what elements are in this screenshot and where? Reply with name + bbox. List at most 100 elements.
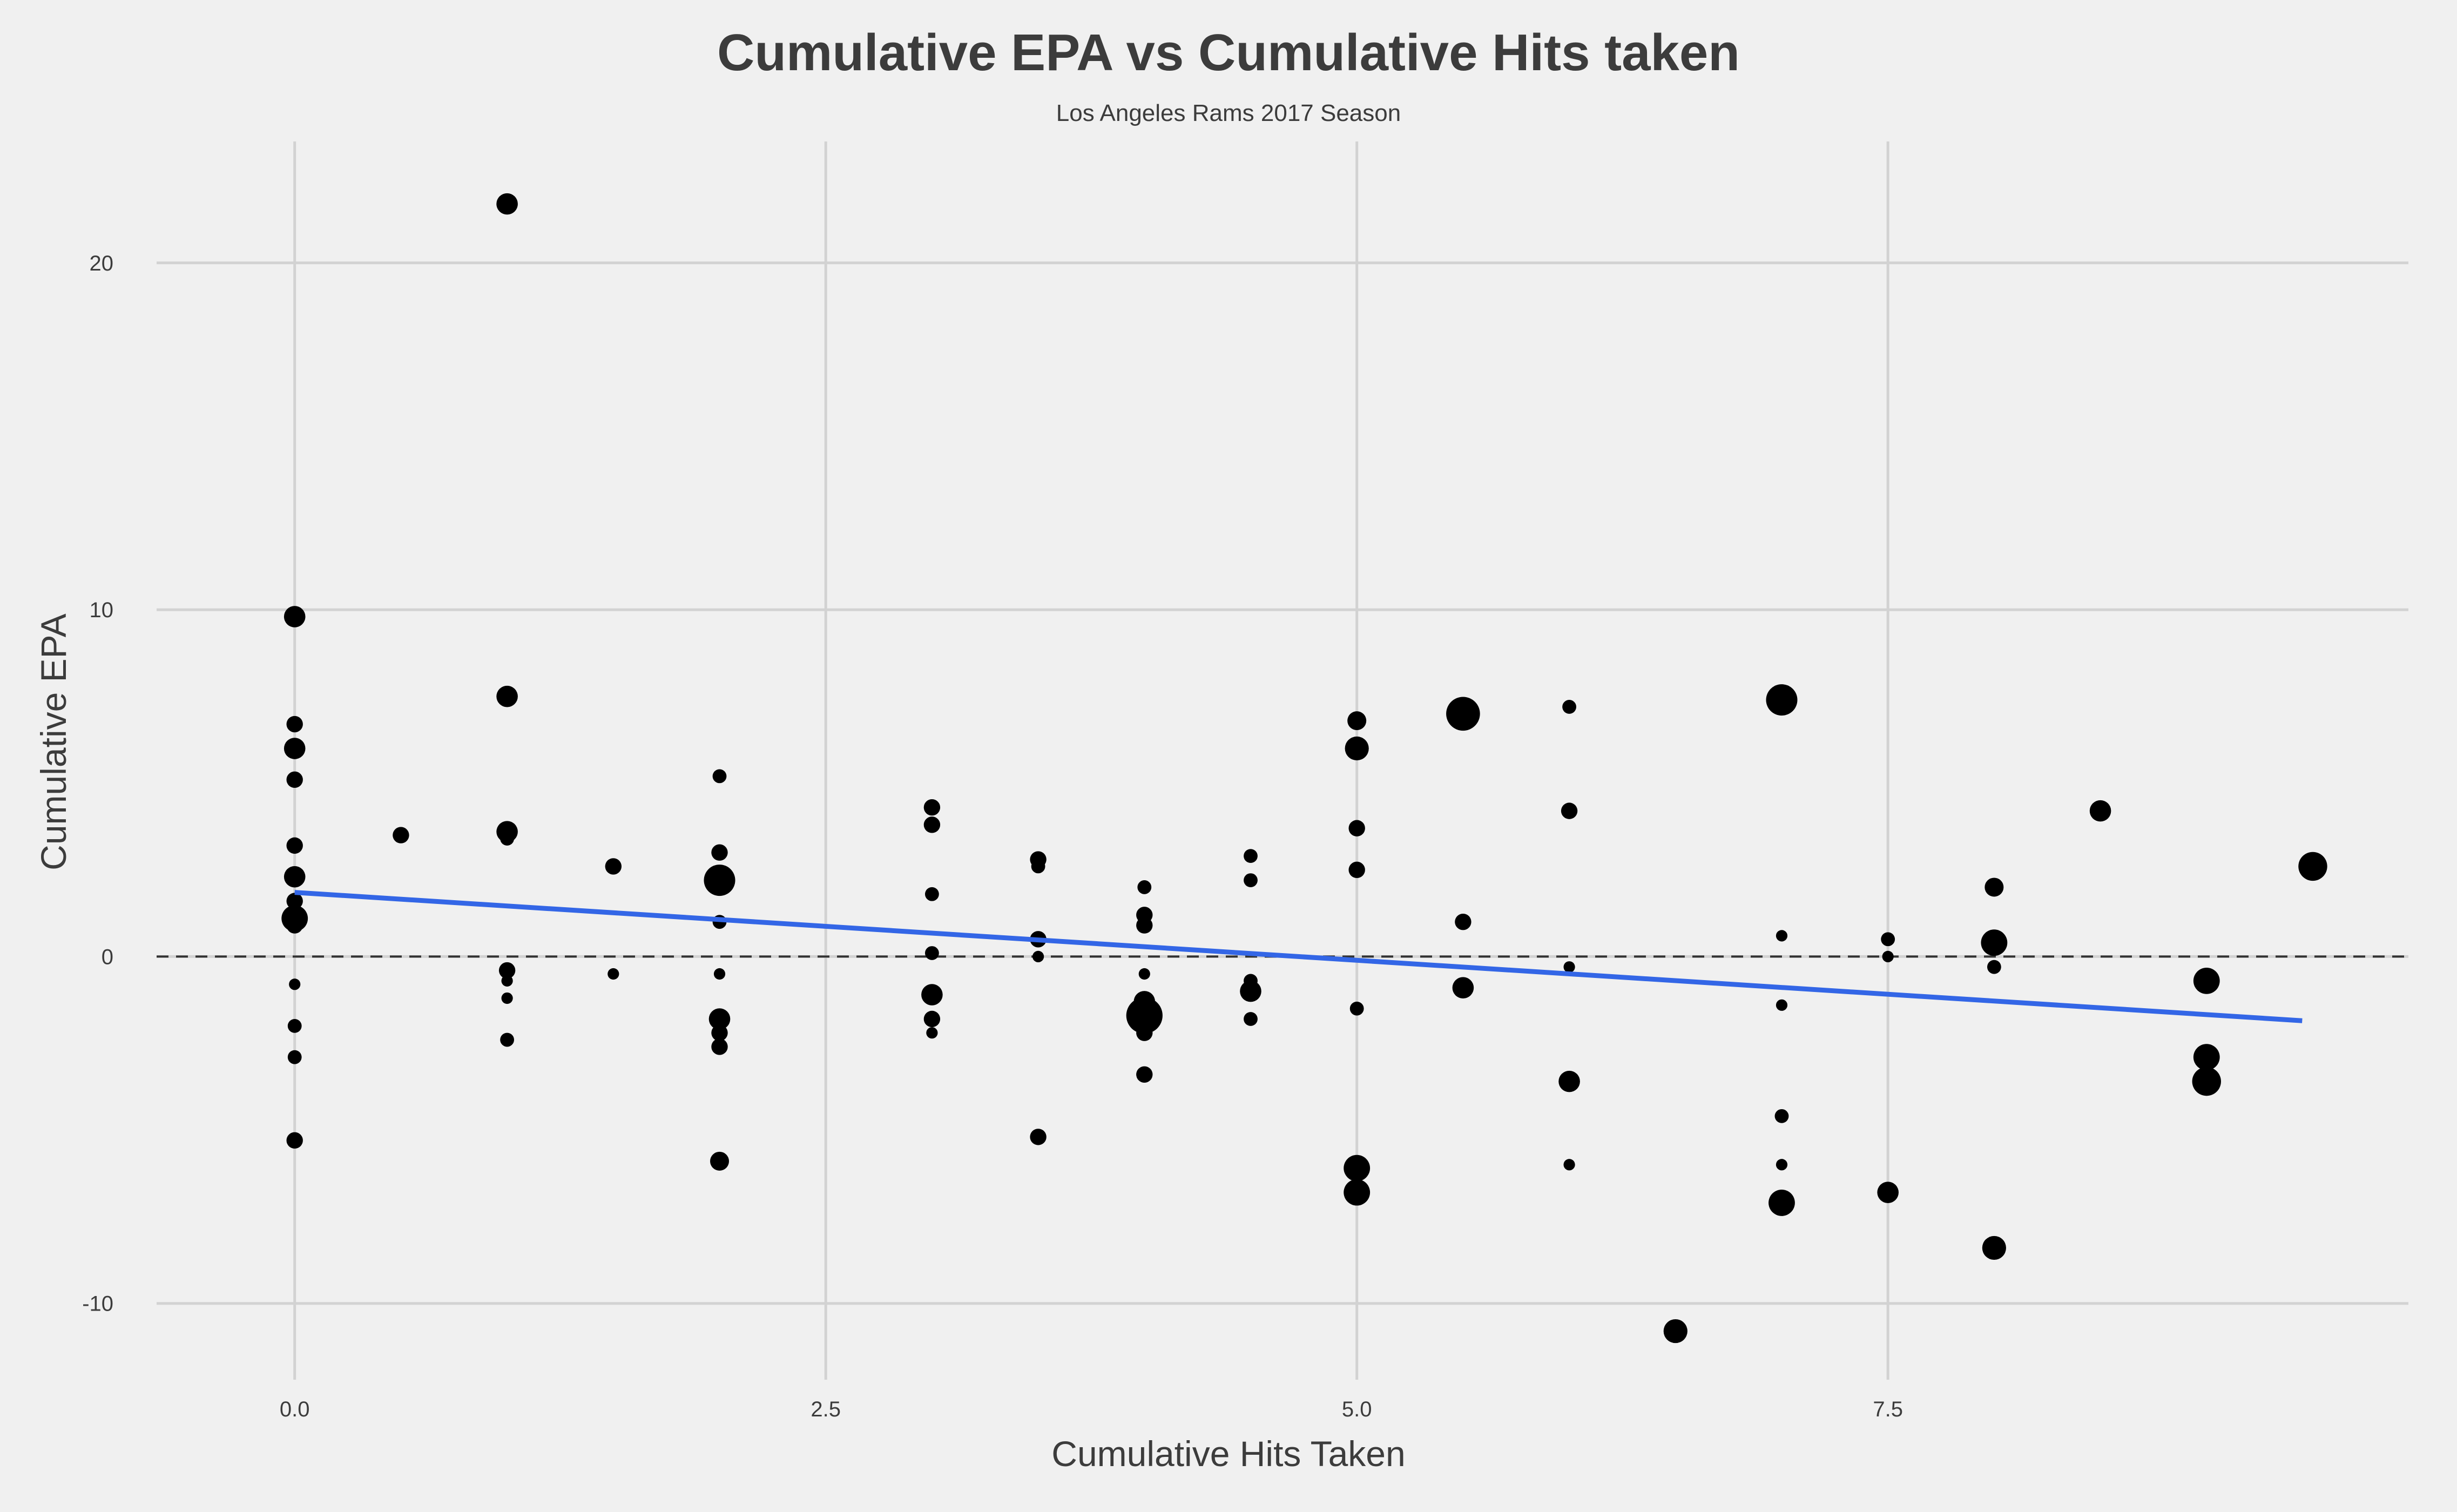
data-point-81 <box>1882 950 1894 962</box>
data-point-74 <box>1766 684 1798 716</box>
x-tick-label-2: 5.0 <box>1342 1398 1372 1421</box>
data-point-88 <box>2193 967 2220 994</box>
data-point-43 <box>1032 950 1044 962</box>
data-point-85 <box>1987 960 2001 974</box>
y-tick-label-1: 0 <box>102 945 113 969</box>
data-point-18 <box>498 962 516 979</box>
data-point-76 <box>1776 999 1788 1011</box>
data-point-2 <box>284 738 306 759</box>
data-point-71 <box>1558 1070 1580 1092</box>
data-point-8 <box>286 917 303 934</box>
data-point-58 <box>1347 711 1367 731</box>
grid-lines <box>157 141 2408 1380</box>
data-point-0 <box>284 606 306 627</box>
data-point-82 <box>1877 1182 1899 1203</box>
y-tick-label-0: -10 <box>82 1292 113 1316</box>
x-axis-label: Cumulative Hits Taken <box>1051 1434 1405 1474</box>
data-point-75 <box>1776 930 1788 942</box>
data-point-77 <box>1774 1109 1789 1123</box>
data-point-13 <box>393 827 409 843</box>
x-tick-label-1: 2.5 <box>811 1398 841 1421</box>
data-point-60 <box>1348 820 1365 836</box>
data-point-34 <box>923 816 941 833</box>
data-point-25 <box>711 844 728 861</box>
data-point-38 <box>923 1010 941 1028</box>
data-point-47 <box>1136 917 1153 934</box>
data-point-70 <box>1563 961 1575 973</box>
data-point-30 <box>711 1024 728 1041</box>
data-point-86 <box>1982 1236 2006 1260</box>
chart-subtitle: Los Angeles Rams 2017 Season <box>1056 100 1401 126</box>
data-point-62 <box>1349 1001 1364 1016</box>
data-point-83 <box>1985 878 2004 897</box>
data-point-9 <box>289 978 301 990</box>
data-point-65 <box>1446 697 1480 731</box>
data-point-4 <box>286 837 303 854</box>
data-point-72 <box>1563 1159 1575 1171</box>
data-point-35 <box>924 887 939 901</box>
trend-line <box>294 890 2303 1023</box>
data-points <box>281 193 2327 1344</box>
data-point-50 <box>1126 997 1163 1034</box>
data-point-54 <box>1244 873 1258 887</box>
data-point-89 <box>2193 1044 2220 1071</box>
data-point-56 <box>1240 980 1261 1002</box>
data-point-31 <box>711 1038 728 1055</box>
data-point-37 <box>921 984 943 1005</box>
data-point-57 <box>1244 1012 1258 1026</box>
x-tick-label-3: 7.5 <box>1873 1398 1903 1421</box>
data-point-11 <box>287 1050 302 1064</box>
data-point-12 <box>286 1132 303 1149</box>
data-point-33 <box>923 799 941 816</box>
data-point-19 <box>501 975 513 987</box>
data-point-78 <box>1776 1159 1788 1171</box>
data-point-39 <box>926 1027 938 1039</box>
y-tick-label-2: 10 <box>90 598 114 622</box>
data-point-6 <box>286 893 303 909</box>
data-point-80 <box>1881 932 1895 947</box>
data-point-61 <box>1348 861 1365 879</box>
tick-labels: 0.0 2.5 5.0 7.5 -10 0 10 20 <box>82 252 1903 1421</box>
data-point-5 <box>284 866 306 888</box>
data-point-69 <box>1561 802 1578 819</box>
data-point-63 <box>1344 1155 1371 1182</box>
data-point-53 <box>1244 849 1258 863</box>
data-point-26 <box>704 865 735 896</box>
data-point-24 <box>712 769 727 784</box>
data-point-90 <box>2192 1066 2221 1096</box>
data-point-67 <box>1452 977 1474 999</box>
data-point-73 <box>1663 1319 1688 1344</box>
data-point-23 <box>608 968 619 980</box>
data-point-14 <box>496 193 518 215</box>
data-point-84 <box>1981 929 2008 956</box>
y-axis-label: Cumulative EPA <box>33 613 73 870</box>
data-point-32 <box>710 1151 729 1171</box>
data-point-52 <box>1136 1066 1153 1083</box>
data-point-20 <box>501 992 513 1004</box>
data-point-66 <box>1455 913 1472 930</box>
data-point-17 <box>500 832 515 846</box>
data-point-68 <box>1562 700 1576 714</box>
data-point-64 <box>1344 1179 1371 1206</box>
data-point-59 <box>1345 736 1369 761</box>
data-point-3 <box>286 771 303 788</box>
data-point-48 <box>1138 968 1150 980</box>
data-point-91 <box>2298 852 2327 881</box>
data-point-22 <box>605 858 622 875</box>
data-point-45 <box>1137 880 1152 894</box>
chart-title: Cumulative EPA vs Cumulative Hits taken <box>717 24 1740 82</box>
data-point-21 <box>500 1032 515 1047</box>
data-point-36 <box>924 946 939 960</box>
data-point-79 <box>1769 1190 1795 1216</box>
y-tick-label-3: 20 <box>90 252 114 275</box>
data-point-41 <box>1031 859 1045 874</box>
x-tick-label-0: 0.0 <box>280 1398 310 1421</box>
data-point-10 <box>287 1018 302 1033</box>
data-point-51 <box>1136 1024 1153 1041</box>
data-point-15 <box>496 685 518 707</box>
data-point-29 <box>708 1008 731 1030</box>
data-point-1 <box>286 716 303 733</box>
data-point-44 <box>1030 1129 1047 1145</box>
